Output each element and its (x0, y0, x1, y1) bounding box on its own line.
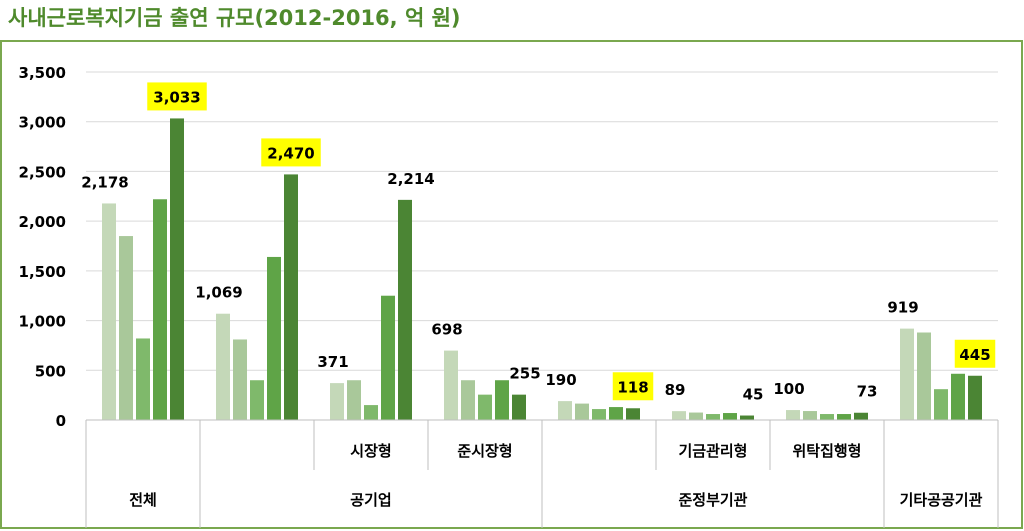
y-tick-label: 500 (35, 362, 66, 380)
data-label: 255 (509, 365, 540, 383)
bar (820, 414, 834, 420)
data-label: 698 (431, 321, 462, 339)
chart-frame (0, 40, 1023, 529)
category-label: 준시장형 (457, 442, 512, 460)
data-label: 100 (773, 380, 804, 398)
bar (723, 413, 737, 420)
y-tick-label: 1,500 (19, 263, 66, 281)
data-label: 2,214 (387, 170, 434, 188)
data-label: 2,470 (267, 144, 314, 162)
bar (478, 394, 492, 420)
y-tick-label: 1,000 (19, 313, 66, 331)
bar (398, 199, 412, 420)
bar (216, 313, 230, 420)
bar (364, 405, 378, 420)
category-label: 위탁집행형 (792, 442, 861, 460)
group-label: 공기업 (350, 491, 391, 509)
data-label: 118 (617, 378, 648, 396)
bar (934, 389, 948, 420)
bar (381, 295, 395, 420)
bar (854, 412, 868, 420)
bar (592, 409, 606, 420)
data-label: 919 (887, 299, 918, 317)
y-tick-label: 0 (56, 412, 66, 430)
bar (153, 199, 167, 420)
data-label: 45 (743, 386, 764, 404)
data-label: 73 (857, 383, 878, 401)
bar (444, 350, 458, 420)
bar (233, 339, 247, 420)
bar (740, 415, 754, 420)
category-label: 기금관리형 (678, 442, 747, 460)
bar (803, 411, 817, 420)
highlight-box (261, 138, 321, 167)
bar (706, 414, 720, 420)
bar (558, 401, 572, 420)
highlight-box (954, 339, 996, 368)
bar (951, 373, 965, 420)
bar (917, 332, 931, 420)
y-tick-label: 3,500 (19, 64, 66, 82)
data-label: 445 (959, 346, 990, 364)
chart-title: 사내근로복지기금 출연 규모(2012-2016, 억 원) (8, 6, 461, 30)
group-label: 기타공공기관 (900, 491, 983, 509)
data-label: 89 (665, 381, 686, 399)
bar (170, 118, 184, 421)
bar (786, 410, 800, 420)
bar (136, 338, 150, 420)
highlight-box (147, 82, 207, 111)
bar (102, 203, 116, 420)
data-label: 371 (317, 353, 348, 371)
data-label: 3,033 (153, 88, 200, 106)
bar (689, 412, 703, 420)
bar (968, 375, 982, 420)
bar (495, 380, 509, 420)
group-label: 전체 (129, 491, 157, 509)
data-label: 2,178 (81, 173, 128, 191)
bar (672, 411, 686, 420)
bar (575, 403, 589, 420)
data-label: 190 (545, 371, 576, 389)
bar (330, 383, 344, 420)
bar (900, 328, 914, 420)
y-tick-label: 2,000 (19, 213, 66, 231)
group-label: 준정부기관 (678, 491, 747, 509)
bar (461, 380, 475, 420)
y-tick-label: 2,500 (19, 163, 66, 181)
bar (347, 380, 361, 420)
bar (609, 407, 623, 420)
bar (626, 408, 640, 420)
bar (284, 174, 298, 420)
category-label: 시장형 (350, 442, 391, 460)
bar (119, 236, 133, 420)
highlight-box (612, 372, 654, 401)
bar (512, 394, 526, 420)
bar (837, 414, 851, 420)
bar (267, 256, 281, 420)
bar (250, 380, 264, 420)
data-label: 1,069 (195, 284, 242, 302)
y-tick-label: 3,000 (19, 114, 66, 132)
